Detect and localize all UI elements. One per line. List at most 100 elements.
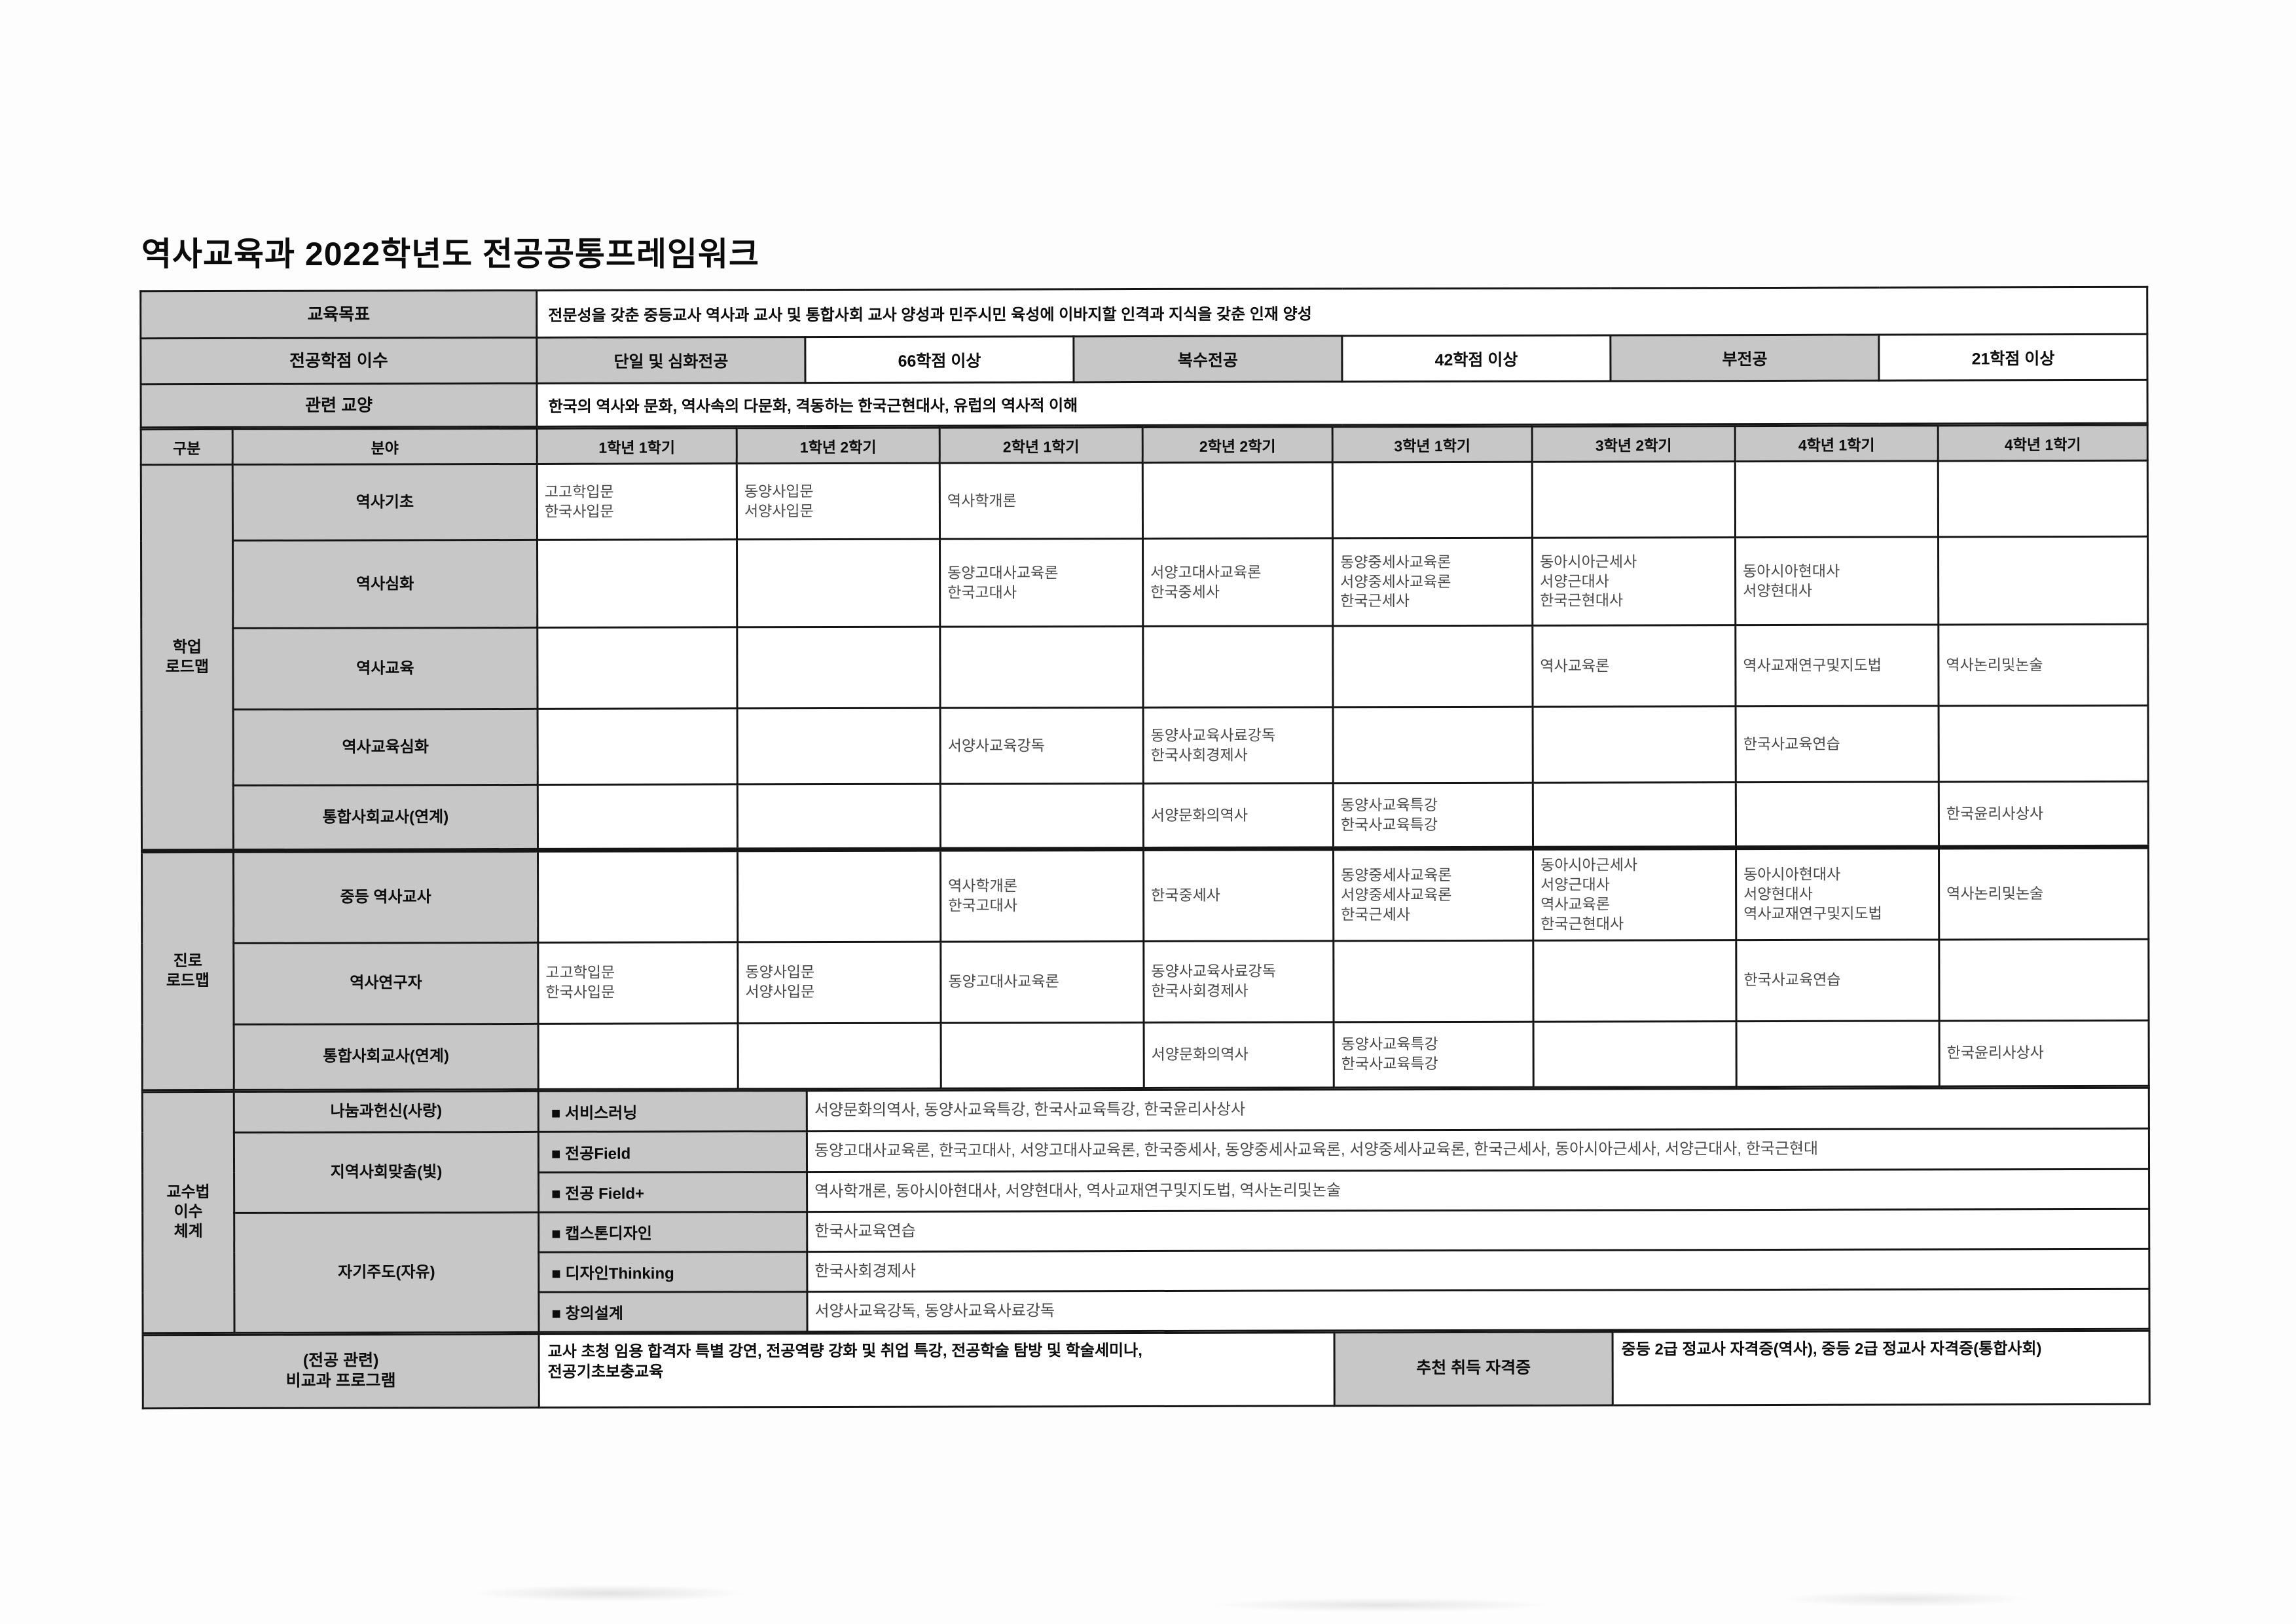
corner-header: 구분 bbox=[141, 429, 233, 465]
table-row: 전공학점 이수 단일 및 심화전공 66학점 이상 복수전공 42학점 이상 부… bbox=[140, 334, 2148, 384]
course-cell: 동양고대사교육론 bbox=[940, 941, 1144, 1023]
course-cell: 동양중세사교육론 서양중세사교육론 한국근세사 bbox=[1332, 538, 1533, 626]
course-cell bbox=[941, 1022, 1144, 1088]
course-cell bbox=[537, 539, 737, 628]
scan-smudge bbox=[1781, 1591, 2030, 1607]
course-cell: 동아시아현대사 서양현대사 bbox=[1735, 536, 1939, 625]
table-row: 역사교육 역사교육론 역사교재연구및지도법 역사논리및논술 bbox=[141, 624, 2149, 710]
table-row: 교육목표 전문성을 갖춘 중등교사 역사과 교사 및 통합사회 교사 양성과 민… bbox=[140, 287, 2147, 339]
course-cell: 서양고대사교육론 한국중세사 bbox=[1142, 538, 1333, 627]
course-cell: 고고학입문 한국사입문 bbox=[538, 942, 738, 1024]
group-label-academic-roadmap: 학업 로드맵 bbox=[141, 464, 234, 851]
table-row: 역사심화 동양고대사교육론 한국고대사 서양고대사교육론 한국중세사 동양중세사… bbox=[141, 536, 2148, 629]
method-label-capstone-design: ■ 캡스톤디자인 bbox=[538, 1211, 807, 1253]
semester-header: 3학년 2학기 bbox=[1532, 426, 1736, 462]
course-cell bbox=[737, 784, 941, 850]
course-cell: 동양사교육사료강독 한국사회경제사 bbox=[1143, 940, 1334, 1023]
liberal-arts-label: 관련 교양 bbox=[141, 383, 538, 428]
method-label-major-field-plus: ■ 전공 Field+ bbox=[538, 1172, 807, 1213]
course-cell bbox=[538, 784, 738, 851]
course-cell: 동양사교육특강 한국사교육특강 bbox=[1334, 1021, 1534, 1088]
table-row: 자기주도(자유) ■ 캡스톤디자인 한국사교육연습 bbox=[143, 1208, 2149, 1333]
field-header: 분야 bbox=[232, 428, 538, 465]
course-cell: 역사학개론 한국고대사 bbox=[940, 849, 1144, 942]
scan-smudge bbox=[1211, 1598, 1552, 1612]
table-row: 역사연구자 고고학입문 한국사입문 동양사입문 서양사입문 동양고대사교육론 동… bbox=[142, 938, 2149, 1024]
field-label: 통합사회교사(연계) bbox=[233, 784, 538, 851]
course-cell bbox=[1939, 938, 2149, 1021]
course-cell: 고고학입문 한국사입문 bbox=[537, 463, 737, 540]
course-cell: 동아시아근세사 서양근대사 한국근현대사 bbox=[1532, 537, 1736, 626]
method-label-service-learning: ■ 서비스러닝 bbox=[538, 1090, 807, 1132]
course-cell: 동양중세사교육론 서양중세사교육론 한국근세사 bbox=[1333, 848, 1533, 941]
course-cell bbox=[1532, 461, 1736, 538]
semester-header: 1학년 1학기 bbox=[537, 428, 737, 464]
course-cell bbox=[738, 1022, 941, 1089]
scan-smudge bbox=[471, 1585, 746, 1602]
credit-value-minor: 21학점 이상 bbox=[1878, 334, 2148, 381]
field-label: 역사교육심화 bbox=[233, 709, 538, 786]
area-label-service: 나눔과헌신(사랑) bbox=[234, 1091, 539, 1132]
table-row: 진로 로드맵 중등 역사교사 역사학개론 한국고대사 한국중세사 동양중세사교육… bbox=[141, 847, 2149, 1090]
course-cell bbox=[737, 627, 941, 709]
major-credits-label: 전공학점 이수 bbox=[140, 337, 538, 384]
field-label: 역사심화 bbox=[232, 540, 538, 629]
extracurricular-table: (전공 관련) 비교과 프로그램 교사 초청 임용 합격자 특별 강연, 전공역… bbox=[141, 1329, 2151, 1409]
course-cell: 역사교육론 bbox=[1532, 625, 1736, 707]
course-cell bbox=[1333, 707, 1533, 783]
course-cell bbox=[538, 1023, 738, 1090]
method-courses: 서양사교육강독, 동양사교육사료강독 bbox=[807, 1288, 2150, 1332]
area-label-community: 지역사회맞춤(빛) bbox=[234, 1132, 539, 1213]
extracurricular-programs: 교사 초청 임용 합격자 특별 강연, 전공역량 강화 및 취업 특강, 전공학… bbox=[539, 1332, 1335, 1407]
course-cell: 서양문화의역사 bbox=[1144, 1022, 1334, 1088]
method-label-major-field: ■ 전공Field bbox=[538, 1131, 807, 1173]
framework-sheet: 교육목표 전문성을 갖춘 중등교사 역사과 교사 및 통합사회 교사 양성과 민… bbox=[139, 286, 2151, 1409]
course-cell bbox=[1736, 781, 1939, 848]
table-row: 지역사회맞춤(빛) ■ 전공Field 동양고대사교육론, 한국고대사, 서양고… bbox=[142, 1128, 2149, 1213]
info-table: 교육목표 전문성을 갖춘 중등교사 역사과 교사 및 통합사회 교사 양성과 민… bbox=[139, 286, 2149, 429]
semester-header: 4학년 1학기 bbox=[1938, 425, 2148, 461]
area-label-self-directed: 자기주도(자유) bbox=[234, 1212, 539, 1333]
course-cell bbox=[737, 708, 941, 784]
method-courses: 서양문화의역사, 동양사교육특강, 한국사교육특강, 한국윤리사상사 bbox=[807, 1087, 2149, 1132]
course-cell: 한국중세사 bbox=[1143, 848, 1334, 942]
course-cell: 역사논리및논술 bbox=[1938, 624, 2149, 706]
method-courses: 역사학개론, 동아시아현대사, 서양현대사, 역사교재연구및지도법, 역사논리및… bbox=[807, 1168, 2149, 1212]
credit-type-single: 단일 및 심화전공 bbox=[536, 337, 806, 384]
field-label: 역사연구자 bbox=[233, 942, 539, 1024]
course-cell bbox=[1533, 782, 1736, 849]
course-cell bbox=[1142, 625, 1334, 708]
course-cell bbox=[1938, 460, 2148, 537]
course-cell bbox=[1332, 625, 1533, 707]
group-label-career-roadmap: 진로 로드맵 bbox=[141, 851, 234, 1090]
course-cell bbox=[1332, 462, 1533, 538]
certificate-label: 추천 취득 자격증 bbox=[1334, 1331, 1613, 1406]
liberal-arts-value: 한국의 역사와 문화, 역사속의 다문화, 격동하는 한국근현대사, 유럽의 역… bbox=[537, 380, 2148, 427]
course-cell: 역사교재연구및지도법 bbox=[1735, 624, 1939, 707]
semester-header: 2학년 1학기 bbox=[939, 427, 1143, 464]
course-cell: 동양사입문 서양사입문 bbox=[737, 463, 940, 540]
course-cell bbox=[1736, 1020, 1940, 1087]
education-goal-value: 전문성을 갖춘 중등교사 역사과 교사 및 통합사회 교사 양성과 민주시민 육… bbox=[536, 287, 2147, 338]
course-cell bbox=[1938, 536, 2148, 625]
roadmap-table: 구분 분야 1학년 1학기 1학년 2학기 2학년 1학기 2학년 2학기 3학… bbox=[139, 424, 2150, 1091]
course-cell: 역사논리및논술 bbox=[1939, 847, 2149, 940]
course-cell bbox=[1333, 940, 1534, 1022]
table-row: 학업 로드맵 역사기초 고고학입문 한국사입문 동양사입문 서양사입문 역사학개… bbox=[141, 460, 2148, 851]
course-cell bbox=[940, 783, 1144, 850]
method-courses: 한국사회경제사 bbox=[807, 1248, 2149, 1292]
field-label: 역사기초 bbox=[232, 464, 538, 541]
course-cell bbox=[1735, 460, 1939, 538]
table-row: 역사교육심화 서양사교육강독 동양사교육사료강독 한국사회경제사 한국사교육연습 bbox=[141, 705, 2149, 786]
method-label-creative-design: ■ 창의설계 bbox=[538, 1291, 808, 1333]
table-row: (전공 관련) 비교과 프로그램 교사 초청 임용 합격자 특별 강연, 전공역… bbox=[143, 1330, 2150, 1409]
credit-value-single: 66학점 이상 bbox=[805, 336, 1074, 383]
semester-header: 2학년 2학기 bbox=[1142, 426, 1333, 463]
course-cell bbox=[737, 849, 941, 942]
course-cell: 한국사교육연습 bbox=[1736, 705, 1939, 783]
course-cell bbox=[737, 539, 940, 627]
course-cell: 동양사교육사료강독 한국사회경제사 bbox=[1143, 707, 1334, 784]
course-cell bbox=[538, 849, 738, 943]
method-courses: 동양고대사교육론, 한국고대사, 서양고대사교육론, 한국중세사, 동양중세사교… bbox=[807, 1128, 2149, 1172]
